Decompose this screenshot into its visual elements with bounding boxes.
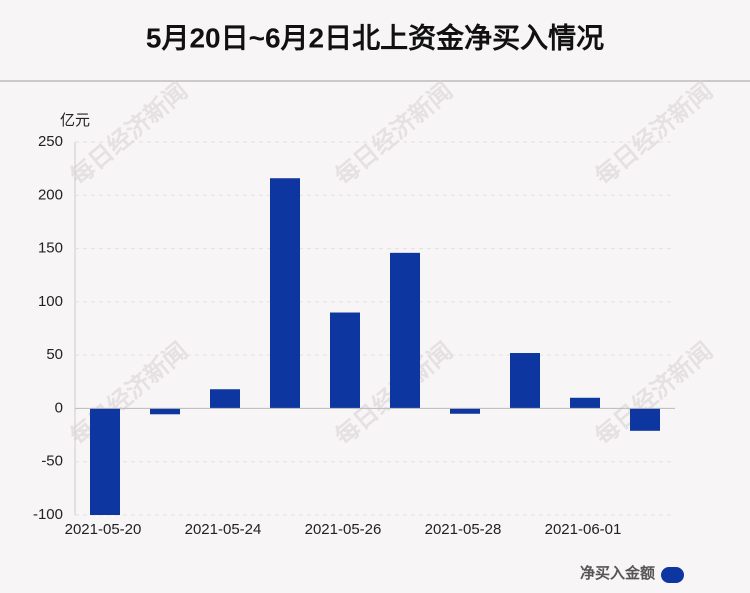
chart-title: 5月20日~6月2日北上资金净买入情况 — [146, 21, 604, 53]
watermark: 每日经济新闻 — [590, 337, 718, 451]
legend-swatch — [661, 567, 684, 583]
bar — [510, 353, 540, 409]
y-tick-label: 250 — [38, 133, 63, 150]
x-tick-label: 2021-05-20 — [65, 521, 142, 538]
x-tick-label: 2021-05-24 — [185, 521, 262, 538]
watermark: 每日经济新闻 — [65, 337, 193, 451]
bar — [450, 408, 480, 414]
y-tick-label: 0 — [55, 399, 63, 416]
watermark: 每日经济新闻 — [65, 77, 193, 191]
x-tick-label: 2021-06-01 — [545, 521, 622, 538]
y-tick-label: -50 — [41, 453, 63, 470]
y-tick-label: 150 — [38, 240, 63, 257]
y-tick-label: 50 — [46, 346, 63, 363]
watermark: 每日经济新闻 — [590, 77, 718, 191]
bar — [390, 252, 420, 409]
y-tick-label: -100 — [33, 506, 63, 523]
bar — [210, 389, 240, 409]
legend-label: 净买入金额 — [580, 564, 655, 582]
y-tick-label: 100 — [38, 293, 63, 310]
y-tick-label: 200 — [38, 186, 63, 203]
x-tick-label: 2021-05-26 — [305, 521, 382, 538]
y-axis-label: 亿元 — [60, 112, 90, 129]
bar — [90, 408, 120, 515]
bar — [330, 312, 360, 409]
watermark: 每日经济新闻 — [330, 77, 458, 191]
bar — [570, 397, 600, 409]
x-tick-label: 2021-05-28 — [425, 521, 502, 538]
bar — [270, 178, 300, 409]
bar — [630, 408, 660, 431]
bar — [150, 408, 180, 415]
